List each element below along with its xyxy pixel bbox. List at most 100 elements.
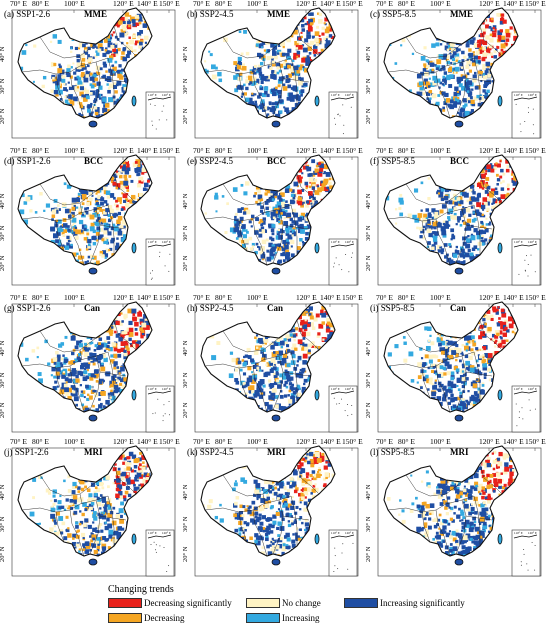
trend-pixel (94, 111, 99, 116)
trend-pixel (416, 73, 422, 79)
trend-pixel (295, 12, 299, 16)
trend-pixel (84, 407, 90, 412)
trend-pixel (66, 235, 70, 239)
trend-pixel (141, 82, 145, 86)
trend-pixel (145, 366, 150, 371)
trend-pixel (145, 375, 149, 379)
trend-pixels (201, 8, 335, 118)
trend-pixel (151, 373, 152, 376)
trend-pixel (73, 15, 76, 19)
trend-pixel (328, 34, 333, 38)
trend-pixel (262, 174, 266, 178)
trend-pixel (286, 19, 289, 22)
trend-pixel (136, 229, 141, 233)
trend-pixel (89, 23, 93, 28)
trend-pixel (455, 56, 460, 61)
trend-pixel (507, 67, 512, 72)
trend-pixel (153, 171, 158, 176)
trend-pixel (277, 195, 282, 200)
trend-pixel (78, 330, 82, 334)
trend-pixel (400, 110, 406, 116)
trend-pixel (431, 249, 435, 253)
trend-pixel (98, 398, 101, 401)
trend-pixel (271, 70, 275, 73)
trend-pixel (119, 165, 124, 169)
trend-pixel (110, 163, 116, 169)
trend-pixel (436, 189, 441, 194)
trend-pixel (42, 405, 45, 408)
trend-pixel (462, 236, 467, 241)
trend-pixel (322, 202, 326, 207)
trend-pixel (264, 201, 269, 205)
trend-pixel (84, 166, 89, 172)
trend-pixel (56, 112, 60, 116)
trend-pixel (486, 48, 490, 51)
trend-pixel (255, 242, 259, 246)
trend-pixel (117, 376, 122, 381)
trend-pixel (281, 229, 285, 234)
trend-pixel (111, 162, 115, 166)
trend-pixel (333, 82, 335, 86)
trend-pixel (436, 262, 440, 265)
trend-pixel (148, 70, 152, 76)
trend-pixel (465, 43, 470, 48)
trend-pixel (301, 105, 304, 108)
province-boundary (272, 208, 284, 264)
trend-pixel (478, 46, 483, 51)
trend-pixel (440, 226, 445, 230)
trend-pixel (257, 198, 262, 202)
trend-pixel (428, 90, 431, 94)
trend-pixel (519, 27, 523, 31)
trend-pixel (311, 98, 315, 103)
trend-pixel (399, 250, 403, 254)
trend-pixel (271, 198, 275, 202)
trend-pixel (432, 235, 435, 239)
trend-pixel (132, 200, 135, 203)
trend-pixel (506, 185, 509, 189)
trend-pixel (211, 231, 215, 235)
trend-pixel (57, 397, 60, 400)
trend-pixel (72, 267, 76, 271)
trend-pixel (448, 32, 453, 38)
trend-pixel (151, 75, 152, 79)
trend-pixel (57, 241, 62, 246)
trend-pixel (93, 28, 98, 33)
trend-pixel (517, 78, 518, 83)
trend-pixel (428, 232, 433, 238)
trend-pixel (112, 223, 116, 227)
trend-pixel (259, 251, 262, 255)
trend-pixel (323, 178, 329, 184)
trend-pixel (297, 98, 301, 102)
trend-pixel (152, 38, 156, 42)
trend-pixel (64, 208, 70, 214)
trend-pixel (62, 368, 67, 373)
trend-pixel (447, 224, 451, 227)
trend-pixel (444, 161, 449, 165)
country-outline (383, 7, 519, 119)
trend-pixel (145, 224, 149, 228)
trend-pixel (126, 407, 130, 411)
trend-pixel (70, 335, 76, 341)
trend-pixel (118, 120, 121, 123)
trend-pixel (128, 400, 133, 406)
trend-pixel (120, 254, 126, 260)
trend-pixel (493, 55, 497, 59)
trend-pixel (275, 235, 281, 240)
trend-pixel (76, 252, 79, 255)
trend-pixel (98, 219, 102, 223)
trend-pixel (108, 249, 111, 252)
trend-pixel (59, 97, 63, 101)
trend-pixel (119, 396, 124, 400)
trend-pixel (292, 116, 298, 118)
trend-pixel (477, 60, 481, 64)
trend-pixel (258, 228, 262, 232)
trend-pixel (127, 46, 133, 52)
trend-pixel (138, 21, 142, 25)
trend-pixel (134, 332, 139, 336)
trend-pixel (278, 208, 284, 214)
trend-pixel (487, 73, 492, 78)
trend-pixel (141, 56, 144, 59)
trend-pixel (78, 112, 81, 116)
trend-pixel (117, 211, 122, 216)
trend-pixel (300, 229, 305, 234)
